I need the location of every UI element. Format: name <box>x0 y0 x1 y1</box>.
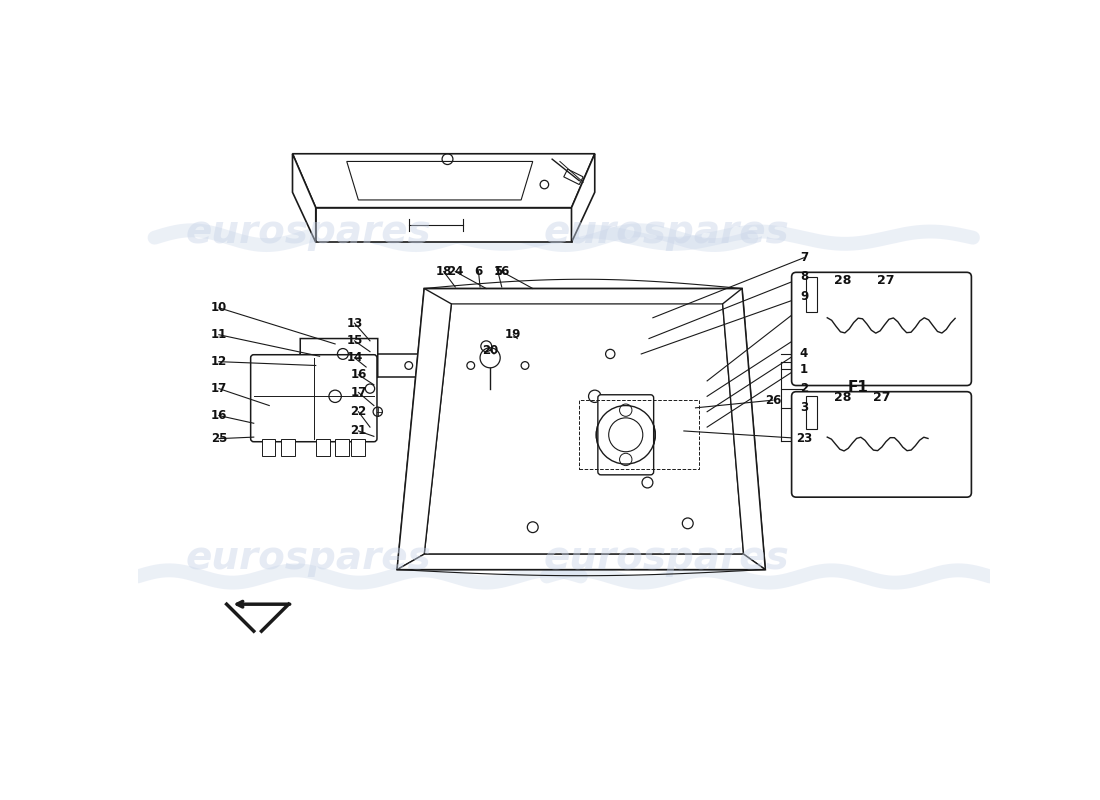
Text: 8: 8 <box>800 270 808 283</box>
Polygon shape <box>300 338 377 404</box>
Polygon shape <box>300 354 634 377</box>
Text: 24: 24 <box>447 265 463 278</box>
Text: 21: 21 <box>350 425 366 438</box>
Polygon shape <box>397 289 766 570</box>
Text: eurospares: eurospares <box>185 213 431 250</box>
Text: 28: 28 <box>834 274 851 287</box>
Polygon shape <box>316 208 572 242</box>
Text: 5: 5 <box>494 265 502 278</box>
Polygon shape <box>540 338 634 404</box>
Text: 12: 12 <box>211 355 227 368</box>
Text: 14: 14 <box>346 351 363 364</box>
FancyBboxPatch shape <box>251 354 377 442</box>
Bar <box>351 438 364 455</box>
Text: 16: 16 <box>350 368 366 382</box>
Text: 18: 18 <box>436 265 452 278</box>
Polygon shape <box>723 289 766 570</box>
Bar <box>336 438 349 455</box>
Text: 16: 16 <box>494 265 510 278</box>
Text: 27: 27 <box>872 391 890 404</box>
Text: 11: 11 <box>211 328 227 341</box>
Text: 17: 17 <box>211 382 227 395</box>
Bar <box>316 438 330 455</box>
Text: 9: 9 <box>800 290 808 302</box>
Text: 13: 13 <box>346 317 363 330</box>
Polygon shape <box>397 554 766 570</box>
Text: F1: F1 <box>848 379 869 394</box>
Text: 16: 16 <box>211 409 227 422</box>
Text: 6: 6 <box>474 265 483 278</box>
Polygon shape <box>572 154 595 242</box>
Bar <box>262 438 275 455</box>
Polygon shape <box>397 289 451 570</box>
Text: 17: 17 <box>350 386 366 399</box>
Text: eurospares: eurospares <box>543 539 789 577</box>
Text: eurospares: eurospares <box>543 213 789 250</box>
Text: 10: 10 <box>211 302 227 314</box>
Text: 19: 19 <box>505 328 521 341</box>
FancyBboxPatch shape <box>597 394 653 475</box>
FancyBboxPatch shape <box>792 392 971 497</box>
FancyBboxPatch shape <box>792 272 971 386</box>
Text: 22: 22 <box>350 405 366 418</box>
Text: 4: 4 <box>800 347 808 361</box>
Text: 3: 3 <box>800 402 808 414</box>
Bar <box>580 400 700 470</box>
Polygon shape <box>293 154 316 242</box>
Text: 25: 25 <box>211 432 227 445</box>
Bar <box>806 396 817 429</box>
Text: 15: 15 <box>346 334 363 347</box>
Text: 26: 26 <box>764 394 781 406</box>
Bar <box>280 438 295 455</box>
Polygon shape <box>293 154 595 208</box>
Polygon shape <box>425 338 525 377</box>
Text: 23: 23 <box>796 432 812 445</box>
Text: eurospares: eurospares <box>185 539 431 577</box>
Text: 1: 1 <box>800 363 808 376</box>
Text: 2: 2 <box>800 382 808 395</box>
Text: 27: 27 <box>877 274 894 287</box>
Text: 7: 7 <box>800 251 808 264</box>
Text: 20: 20 <box>482 344 498 357</box>
Text: 28: 28 <box>834 391 851 404</box>
Bar <box>806 277 817 311</box>
